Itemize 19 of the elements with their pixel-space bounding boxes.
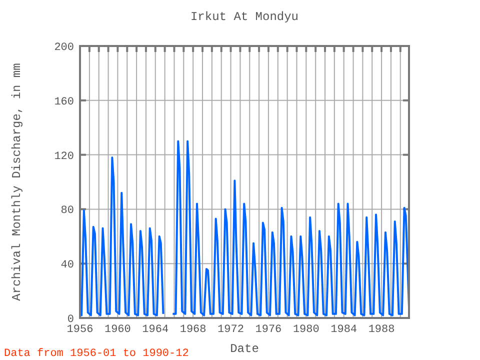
y-tick-label: 160 — [54, 96, 74, 108]
x-tick-label: 1976 — [255, 324, 282, 336]
x-tick-label: 1968 — [180, 324, 206, 336]
y-axis-title: Archival Monthly Discharge, in mm — [10, 63, 24, 301]
y-tick-label: 120 — [54, 150, 74, 163]
chart-title: Irkut At Mondyu — [190, 10, 299, 24]
y-tick-label: 0 — [67, 314, 74, 326]
y-tick-label: 200 — [54, 42, 74, 54]
x-tick-label: 1980 — [292, 324, 320, 336]
x-tick-label: 1956 — [66, 324, 94, 336]
x-tick-label: 1984 — [330, 324, 358, 336]
y-tick-label: 40 — [60, 260, 74, 272]
text: Data from 1956-01 to 1990-12 — [4, 348, 189, 360]
x-tick-label: 1972 — [218, 324, 244, 336]
x-axis-title: Date — [230, 342, 259, 356]
x-tick-label: 1964 — [142, 324, 169, 336]
x-tick-label: 1988 — [368, 324, 395, 336]
x-tick-label: 1960 — [104, 324, 131, 336]
y-tick-label: 80 — [60, 205, 74, 218]
